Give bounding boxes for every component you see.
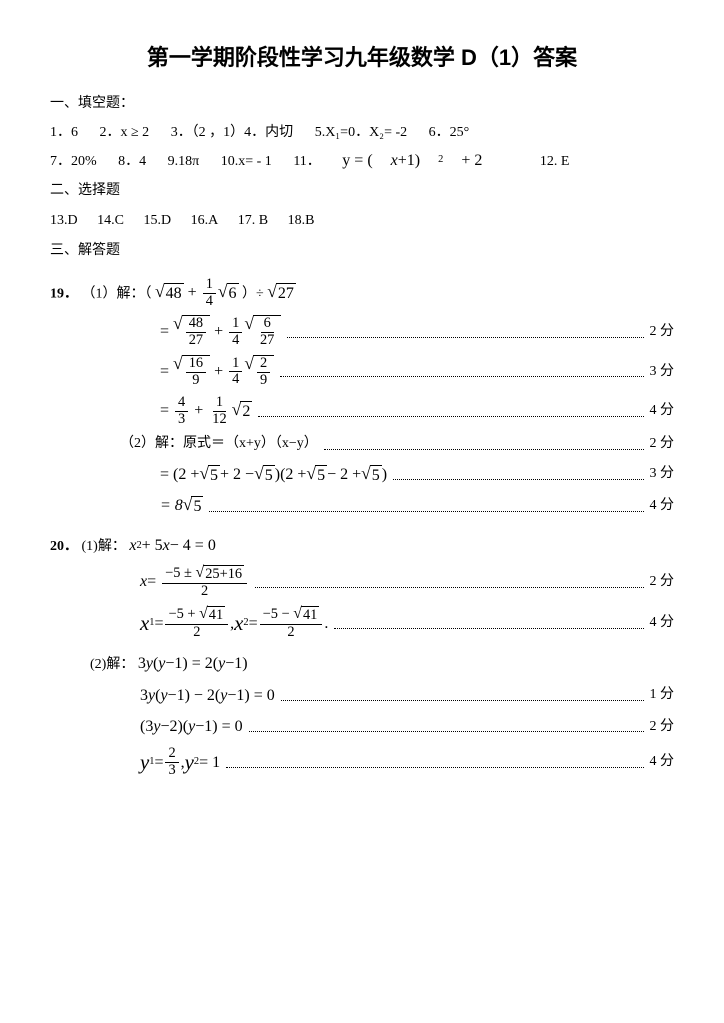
p20-step2-expr: x1 = −5 + √412 , x2 = −5 − √412 . xyxy=(140,606,328,641)
mc-17: 17. B xyxy=(238,213,268,228)
p20-step1: x = −5 ± √25+16 2 2 分 xyxy=(50,565,674,600)
fill-5: 5.X₁=0．X₂= -2 xyxy=(315,125,407,140)
problem-20: 20． (1)解： x2 + 5x − 4 = 0 x = −5 ± √25+1… xyxy=(50,533,674,779)
leader-dots xyxy=(281,690,644,701)
leader-dots xyxy=(334,618,643,629)
p20-part1-label: (1)解： xyxy=(82,539,126,554)
p19-p2-step1-score: 2 分 xyxy=(650,433,675,455)
p19-step3: = 43 + 112 √2 4 分 xyxy=(50,395,674,428)
p20-p2-step3-expr: y1 = 23 , y2 = 1 xyxy=(140,746,220,779)
p19-step3-expr: = 43 + 112 √2 xyxy=(160,395,252,428)
p19-number: 19． xyxy=(50,286,78,301)
leader-dots xyxy=(209,501,643,512)
fill-8: 8．4 xyxy=(118,154,146,169)
p19-p2-step3-expr: = 8√5 xyxy=(160,493,203,519)
p19-step1-expr: = √4827 + 14 √627 xyxy=(160,315,281,349)
p19-part1-div: √27 xyxy=(267,283,296,303)
p19-step1: = √4827 + 14 √627 2 分 xyxy=(50,315,674,349)
fill-10: 10.x= - 1 xyxy=(221,154,272,169)
p20-p2-step3-score: 4 分 xyxy=(650,751,675,773)
p20-step1-score: 2 分 xyxy=(650,571,675,593)
p20-p2-step1: 3y(y−1) − 2(y−1) = 0 1 分 xyxy=(50,683,674,709)
mc-13: 13.D xyxy=(50,213,78,228)
p19-step1-score: 2 分 xyxy=(650,321,675,343)
fill-1: 1．6 xyxy=(50,125,78,140)
p19-part2-label: （2）解：原式＝（x+y）（x−y） xyxy=(120,433,318,455)
fill-11: 11． y = (x+1)2 + 2 xyxy=(293,154,522,169)
p20-number: 20． xyxy=(50,539,78,554)
p19-step2: = √169 + 14 √29 3 分 xyxy=(50,355,674,389)
fill-2: 2．x ≥ 2 xyxy=(100,125,150,140)
p20-p2-step3: y1 = 23 , y2 = 1 4 分 xyxy=(50,746,674,779)
fill-11-prefix: 11． xyxy=(293,154,320,169)
fill-row-1: 1．6 2．x ≥ 2 3．（2 ，1）4．内切 5.X₁=0．X₂= -2 6… xyxy=(50,122,674,144)
leader-dots xyxy=(258,406,643,417)
mc-answers: 13.D 14.C 15.D 16.A 17. B 18.B xyxy=(50,210,674,232)
fill-12: 12. E xyxy=(540,154,570,169)
p19-part1-expr: √48 + 14 √6 xyxy=(155,277,239,310)
p19-p2-step3: = 8√5 4 分 xyxy=(50,493,674,519)
p20-p2-step1-score: 1 分 xyxy=(650,684,675,706)
p20-p2-step2-expr: (3y−2)(y−1) = 0 xyxy=(140,714,243,740)
p19-part1-mid: ）÷ xyxy=(242,286,264,301)
fill-11-eq: y = (x+1)2 + 2 xyxy=(342,148,500,174)
p19-p2-step2-expr: = (2 + √5 + 2 − √5 )(2 + √5 − 2 + √5) xyxy=(160,462,387,488)
fill-9: 9.18π xyxy=(168,154,200,169)
section-fill-header: 一、填空题： xyxy=(50,93,674,115)
p19-p2-step2-score: 3 分 xyxy=(650,463,675,485)
p19-part1-line: 19． （1）解：（ √48 + 14 √6 ）÷ √27 xyxy=(50,277,674,310)
p20-part2-line: (2)解： 3y(y−1) = 2(y−1) xyxy=(50,651,674,677)
p20-part2-label: (2)解： xyxy=(50,657,134,672)
fill-7: 7．20% xyxy=(50,154,97,169)
leader-dots xyxy=(324,439,644,450)
p19-step2-score: 3 分 xyxy=(650,361,675,383)
p19-p2-step2: = (2 + √5 + 2 − √5 )(2 + √5 − 2 + √5) 3 … xyxy=(50,462,674,488)
fill-3-4: 3．（2 ，1）4．内切 xyxy=(171,125,294,140)
mc-14: 14.C xyxy=(97,213,124,228)
p20-step2-score: 4 分 xyxy=(650,612,675,634)
leader-dots xyxy=(393,469,643,480)
p19-part2-line: （2）解：原式＝（x+y）（x−y） 2 分 xyxy=(50,433,674,455)
leader-dots xyxy=(226,757,643,768)
p20-step2: x1 = −5 + √412 , x2 = −5 − √412 . 4 分 xyxy=(50,606,674,641)
p20-p2-step1-expr: 3y(y−1) − 2(y−1) = 0 xyxy=(140,683,275,709)
leader-dots xyxy=(249,721,644,732)
p20-eq1: x2 + 5x − 4 = 0 xyxy=(129,533,216,559)
leader-dots xyxy=(287,327,643,338)
p19-eq-8: = 8 xyxy=(160,493,183,519)
p19-p2-step3-score: 4 分 xyxy=(650,495,675,517)
mc-18: 18.B xyxy=(288,213,315,228)
p19-step3-score: 4 分 xyxy=(650,400,675,422)
p20-eq2: 3y(y−1) = 2(y−1) xyxy=(138,651,248,677)
p19-step2-expr: = √169 + 14 √29 xyxy=(160,355,274,389)
section-solve-header: 三、解答题 xyxy=(50,240,674,262)
p20-step1-expr: x = −5 ± √25+16 2 xyxy=(140,565,249,600)
fill-row-2: 7．20% 8．4 9.18π 10.x= - 1 11． y = (x+1)2… xyxy=(50,148,674,174)
section-mc-header: 二、选择题 xyxy=(50,180,674,202)
p20-part1-line: 20． (1)解： x2 + 5x − 4 = 0 xyxy=(50,533,674,559)
mc-16: 16.A xyxy=(191,213,219,228)
leader-dots xyxy=(280,367,643,378)
p20-p2-step2-score: 2 分 xyxy=(650,716,675,738)
fill-6: 6．25° xyxy=(429,125,470,140)
p19-part1-label: （1）解：（ xyxy=(82,286,152,301)
leader-dots xyxy=(255,577,643,588)
mc-15: 15.D xyxy=(143,213,171,228)
problem-19: 19． （1）解：（ √48 + 14 √6 ）÷ √27 = √4827 + … xyxy=(50,277,674,519)
p20-p2-step2: (3y−2)(y−1) = 0 2 分 xyxy=(50,714,674,740)
page-title: 第一学期阶段性学习九年级数学 D（1）答案 xyxy=(50,40,674,75)
